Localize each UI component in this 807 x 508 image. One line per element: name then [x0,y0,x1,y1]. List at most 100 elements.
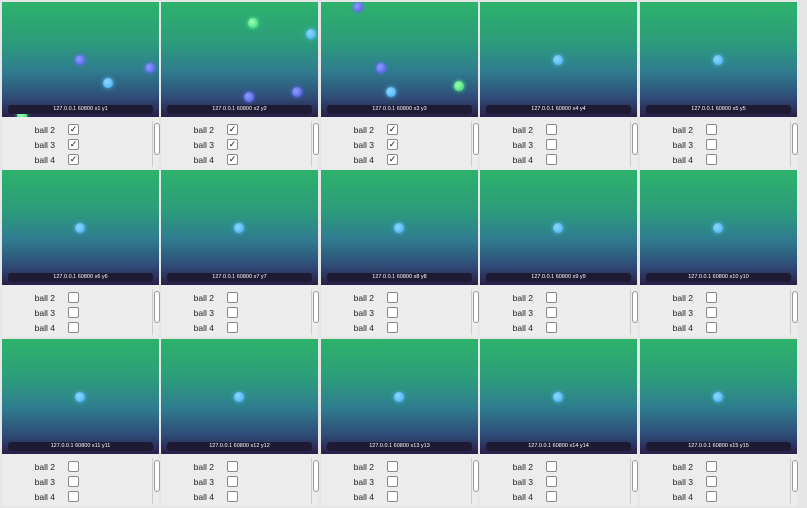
scrollbar[interactable] [630,289,638,335]
checkbox[interactable] [546,292,557,303]
option-row: ball 3 [321,306,466,320]
scrollbar[interactable] [311,289,319,335]
checkbox[interactable] [68,461,79,472]
client-label: 127.0.0.1 60800 x15 y15 [646,442,791,451]
checkbox[interactable]: ✓ [68,124,79,135]
scroll-thumb[interactable] [154,291,160,323]
scrollbar[interactable] [630,121,638,167]
ball-canvas: 127.0.0.1 60800 x15 y15 [640,339,797,454]
scrollbar[interactable] [471,121,479,167]
checkbox[interactable] [227,292,238,303]
checkbox[interactable]: ✓ [227,124,238,135]
ball-canvas: 127.0.0.1 60800 x2 y2 [161,2,318,117]
checkbox[interactable] [387,307,398,318]
ball-canvas: 127.0.0.1 60800 x8 y8 [321,170,478,285]
checkbox[interactable] [227,476,238,487]
checkbox[interactable] [227,322,238,333]
checkbox[interactable] [706,292,717,303]
checkbox[interactable] [546,491,557,502]
scrollbar[interactable] [471,289,479,335]
scroll-thumb[interactable] [313,123,319,155]
scroll-thumb[interactable] [473,291,479,323]
ball-canvas: 127.0.0.1 60800 x1 y1 [2,2,159,117]
checkbox[interactable] [387,322,398,333]
scrollbar[interactable] [630,458,638,504]
checkbox[interactable] [706,154,717,165]
option-label: ball 3 [34,308,55,318]
scrollbar[interactable] [471,458,479,504]
checkbox[interactable] [68,491,79,502]
scrollbar[interactable] [790,458,798,504]
checkbox[interactable] [546,139,557,150]
checkbox[interactable] [387,491,398,502]
checkbox[interactable]: ✓ [227,139,238,150]
scrollbar[interactable] [152,289,160,335]
client-panel: 127.0.0.1 60800 x3 y3 ball 2 ✓ ball 3 ✓ ball … [321,2,479,169]
checkbox[interactable] [706,322,717,333]
checkbox[interactable] [387,461,398,472]
checkbox[interactable] [706,491,717,502]
checkbox[interactable] [706,139,717,150]
ball [234,223,244,233]
scrollbar[interactable] [790,289,798,335]
scroll-thumb[interactable] [792,291,798,323]
scrollbar[interactable] [790,121,798,167]
checkbox[interactable] [68,322,79,333]
scroll-thumb[interactable] [154,123,160,155]
option-label: ball 3 [34,477,55,487]
scroll-thumb[interactable] [792,460,798,492]
option-label: ball 2 [512,293,533,303]
scroll-thumb[interactable] [313,291,319,323]
checkbox[interactable] [546,154,557,165]
checkbox[interactable] [546,124,557,135]
checkbox[interactable] [227,461,238,472]
scroll-thumb[interactable] [473,460,479,492]
checkbox[interactable]: ✓ [387,124,398,135]
checkbox[interactable]: ✓ [387,139,398,150]
option-row: ball 4 [480,321,625,335]
checkbox[interactable] [706,307,717,318]
checkbox[interactable] [227,307,238,318]
checkbox[interactable] [546,461,557,472]
checkbox[interactable] [68,292,79,303]
scroll-thumb[interactable] [632,291,638,323]
checkbox[interactable] [387,292,398,303]
scrollbar[interactable] [152,121,160,167]
scrollbar[interactable] [152,458,160,504]
checkbox[interactable] [68,307,79,318]
scroll-thumb[interactable] [154,460,160,492]
checkbox[interactable]: ✓ [68,154,79,165]
scroll-thumb[interactable] [632,460,638,492]
checkbox[interactable]: ✓ [68,139,79,150]
scroll-thumb[interactable] [473,123,479,155]
checkbox[interactable] [706,124,717,135]
checkbox[interactable] [706,461,717,472]
option-label: ball 4 [512,323,533,333]
scroll-thumb[interactable] [792,123,798,155]
client-label: 127.0.0.1 60800 x5 y5 [646,105,791,114]
option-row: ball 2 [480,123,625,137]
checkbox[interactable] [387,476,398,487]
scroll-thumb[interactable] [313,460,319,492]
checkbox[interactable]: ✓ [227,154,238,165]
checkbox[interactable] [546,307,557,318]
option-row: ball 3 [321,475,466,489]
checkbox[interactable] [546,476,557,487]
scrollbar[interactable] [311,121,319,167]
checkbox[interactable] [68,476,79,487]
option-row: ball 4 [321,490,466,504]
checkbox[interactable] [227,491,238,502]
option-label: ball 2 [512,462,533,472]
checkbox[interactable] [706,476,717,487]
scroll-thumb[interactable] [632,123,638,155]
scrollbar[interactable] [311,458,319,504]
checkbox[interactable] [546,322,557,333]
option-label: ball 4 [672,323,693,333]
client-panel: 127.0.0.1 60800 x14 y14 ball 2 ball 3 ball … [480,339,638,506]
checkbox[interactable]: ✓ [387,154,398,165]
client-label: 127.0.0.1 60800 x14 y14 [486,442,631,451]
ball [386,87,396,97]
option-row: ball 2 [480,460,625,474]
option-row: ball 3 [2,475,147,489]
option-row: ball 2 ✓ [2,123,147,137]
